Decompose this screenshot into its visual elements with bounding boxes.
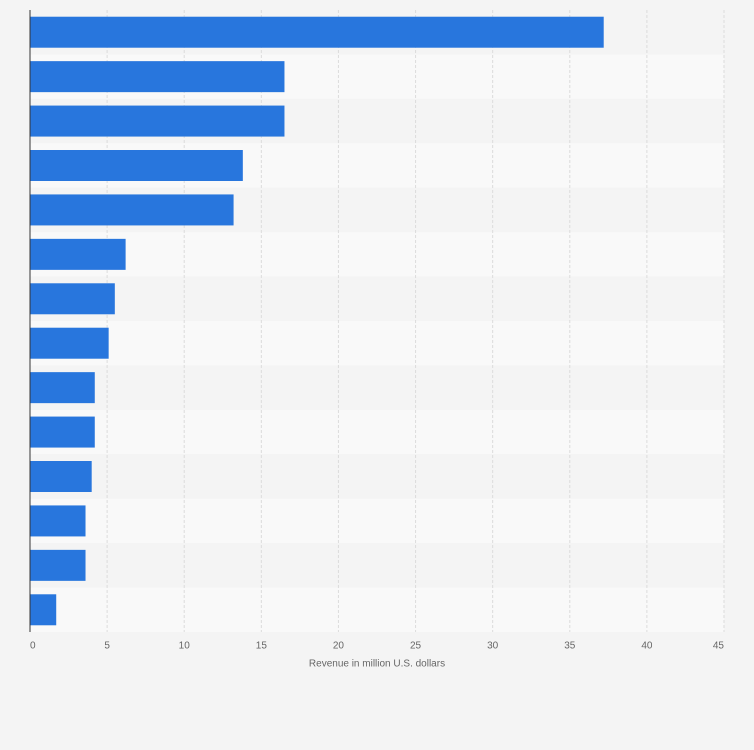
bar xyxy=(30,549,86,581)
x-tick-label: 10 xyxy=(179,641,191,652)
bar xyxy=(30,416,95,448)
x-tick-label: 45 xyxy=(713,641,725,652)
row-stripe xyxy=(30,409,724,455)
bar xyxy=(30,327,109,359)
x-axis-label: Revenue in million U.S. dollars xyxy=(309,659,445,670)
bar xyxy=(30,238,126,270)
x-tick-label: 15 xyxy=(256,641,268,652)
bar xyxy=(30,372,95,404)
x-tick-label: 5 xyxy=(104,641,110,652)
bar xyxy=(30,594,57,626)
row-stripe xyxy=(30,498,724,544)
bar xyxy=(30,105,285,137)
row-stripe xyxy=(30,543,724,588)
bar xyxy=(30,61,285,93)
row-stripe xyxy=(30,321,724,366)
row-stripe xyxy=(30,587,724,632)
bar xyxy=(30,283,115,315)
row-stripe xyxy=(30,454,724,499)
bar xyxy=(30,16,604,48)
x-tick-label: 30 xyxy=(487,641,499,652)
bar xyxy=(30,150,243,181)
x-tick-label: 25 xyxy=(410,641,422,652)
row-stripe xyxy=(30,365,724,410)
x-tick-label: 40 xyxy=(641,641,653,652)
x-tick-label: 0 xyxy=(30,641,36,652)
row-stripe xyxy=(30,232,724,277)
row-stripe xyxy=(30,276,724,321)
bar xyxy=(30,194,234,226)
bar xyxy=(30,505,86,537)
bar xyxy=(30,461,92,492)
x-tick-label: 20 xyxy=(333,641,345,652)
x-tick-label: 35 xyxy=(564,641,576,652)
